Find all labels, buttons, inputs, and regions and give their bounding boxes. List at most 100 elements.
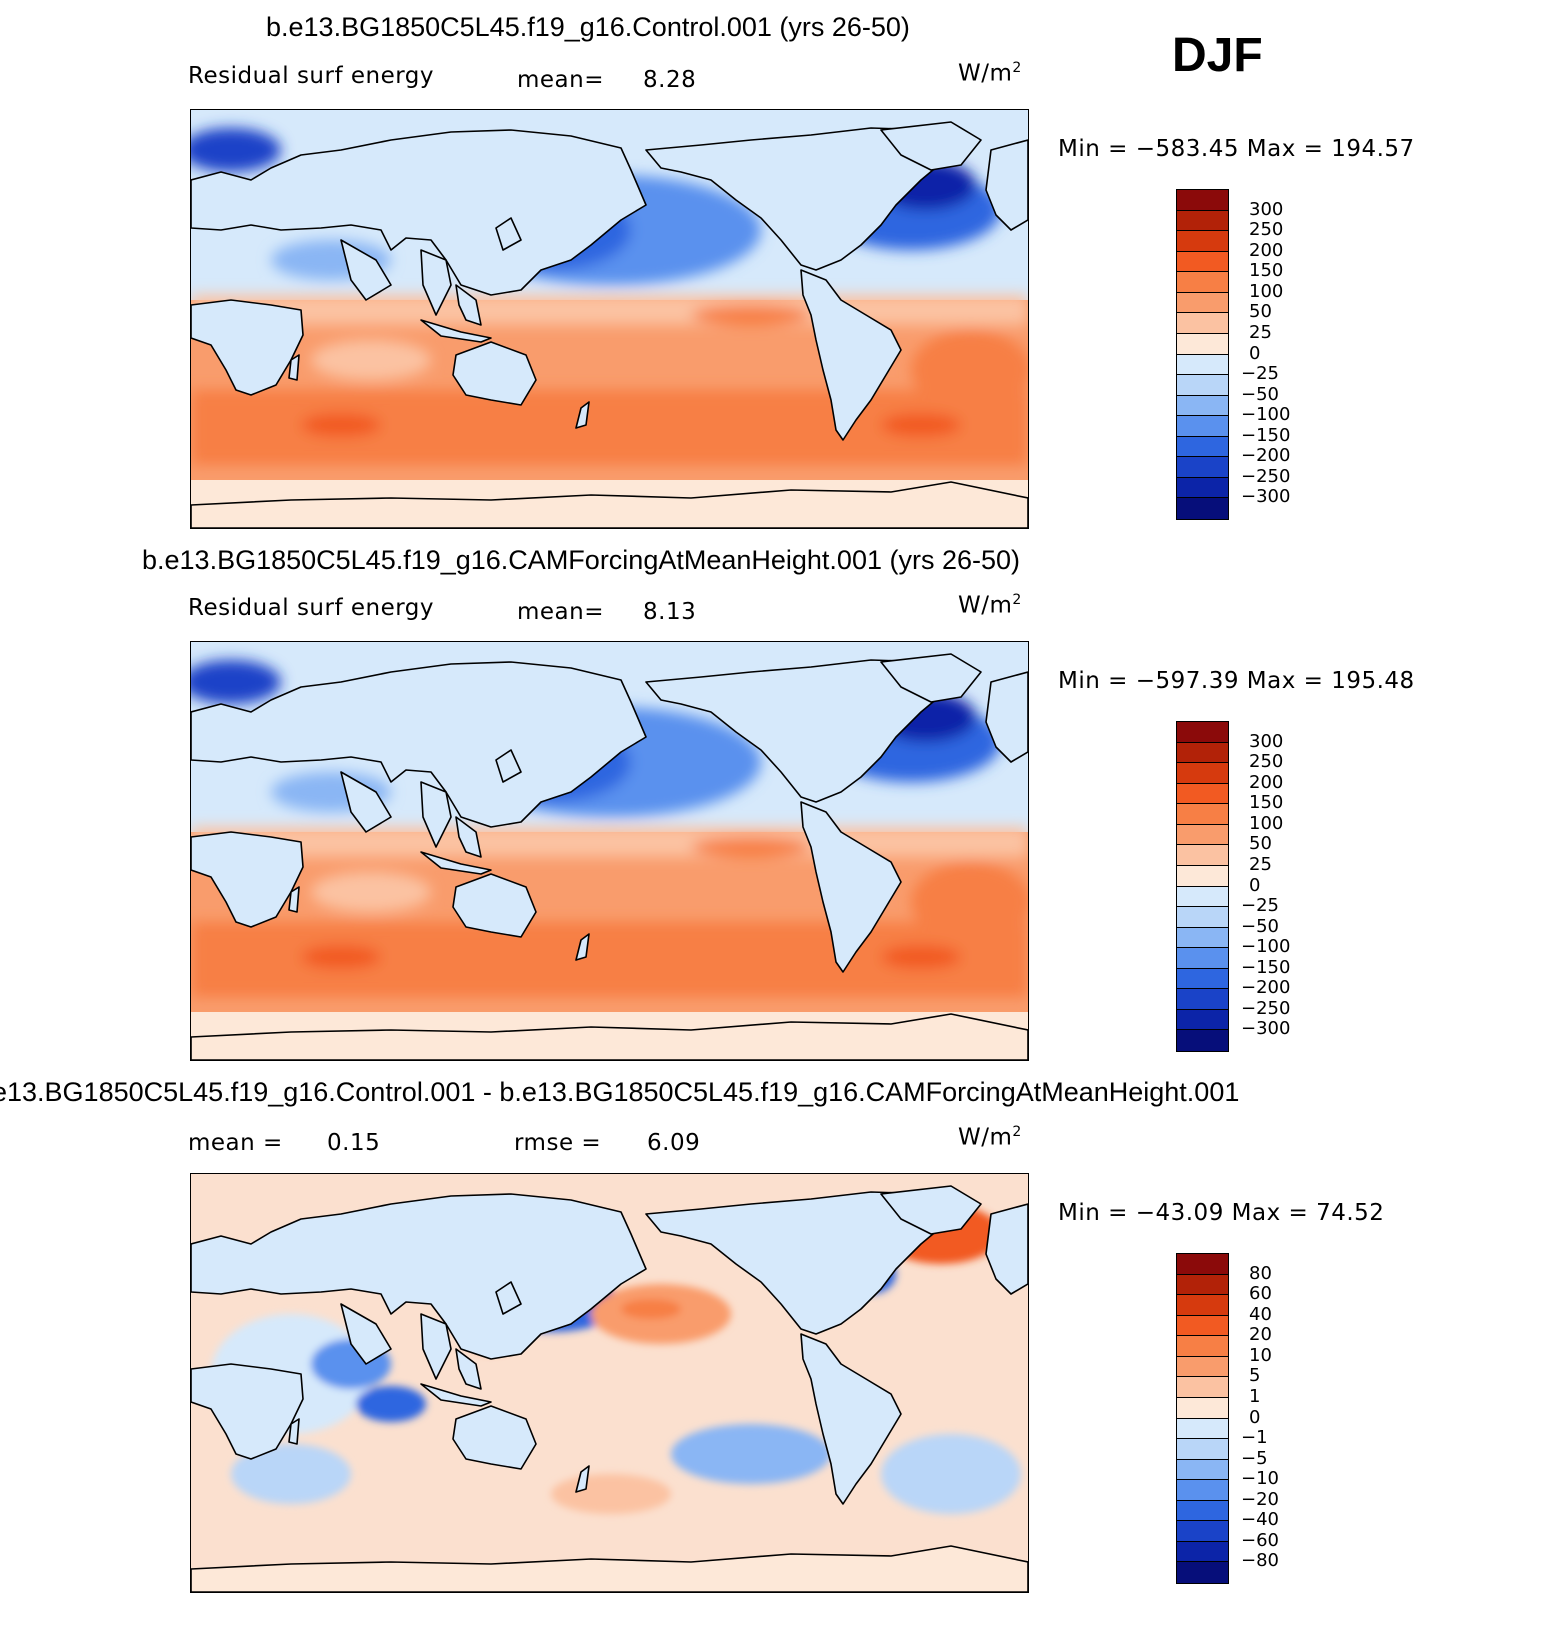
colorbar-segment (1177, 1356, 1228, 1378)
colorbar-segment (1177, 1274, 1228, 1296)
colorbar-tick-label: −20 (1241, 1488, 1279, 1510)
colorbar-tick-label: −25 (1241, 363, 1279, 385)
colorbar-segment (1177, 1009, 1228, 1031)
colorbar-segment (1177, 907, 1228, 928)
colorbar-tick-label: 0 (1249, 874, 1261, 896)
panel2-colorbar (1176, 721, 1229, 1052)
panel3-mean-value: 0.15 (327, 1130, 381, 1156)
colorbar-segment (1177, 742, 1228, 764)
colorbar-tick-label: 50 (1249, 833, 1272, 855)
panel1-mean-value: 8.28 (643, 67, 697, 93)
colorbar-tick-label: −200 (1241, 977, 1291, 999)
colorbar-segment (1177, 1295, 1228, 1316)
colorbar-tick-label: 80 (1249, 1262, 1272, 1284)
colorbar-segment (1177, 1315, 1228, 1337)
panel1-colorbar (1176, 189, 1229, 520)
colorbar-tick-label: 20 (1249, 1324, 1272, 1346)
panel1-variable: Residual surf energy (188, 63, 435, 89)
panel2-minmax: Min = −597.39 Max = 195.48 (1058, 668, 1415, 694)
panel3-colorbar (1176, 1253, 1229, 1584)
colorbar-tick-label: 0 (1249, 342, 1261, 364)
colorbar-segment (1177, 210, 1228, 232)
colorbar-segment (1177, 1030, 1228, 1051)
colorbar-segment (1177, 375, 1228, 396)
colorbar-segment (1177, 783, 1228, 805)
panel3-units: W/m2 (958, 1124, 1022, 1151)
colorbar-segment (1177, 968, 1228, 990)
colorbar-tick-label: −200 (1241, 445, 1291, 467)
colorbar-segment (1177, 272, 1228, 293)
colorbar-segment (1177, 395, 1228, 417)
colorbar-segment (1177, 865, 1228, 887)
colorbar-tick-label: −250 (1241, 997, 1291, 1019)
colorbar-tick-label: −250 (1241, 465, 1291, 487)
colorbar-tick-label: 250 (1249, 751, 1284, 773)
colorbar-tick-label: 40 (1249, 1303, 1272, 1325)
colorbar-tick-label: −50 (1241, 915, 1279, 937)
colorbar-segment (1177, 1254, 1228, 1275)
colorbar-segment (1177, 845, 1228, 866)
colorbar-segment (1177, 251, 1228, 273)
colorbar-segment (1177, 416, 1228, 437)
colorbar-segment (1177, 1500, 1228, 1522)
colorbar-segment (1177, 927, 1228, 949)
colorbar-tick-label: −40 (1241, 1509, 1279, 1531)
season-label: DJF (1172, 29, 1263, 82)
colorbar-segment (1177, 231, 1228, 252)
colorbar-segment (1177, 436, 1228, 458)
colorbar-tick-label: −80 (1241, 1550, 1279, 1572)
panel2-mean-label: mean= (517, 599, 604, 625)
panel2-title: b.e13.BG1850C5L45.f19_g16.CAMForcingAtMe… (142, 545, 1021, 575)
colorbar-tick-label: 250 (1249, 219, 1284, 241)
colorbar-tick-label: 60 (1249, 1283, 1272, 1305)
panel3-rmse-label: rmse = (514, 1130, 602, 1156)
colorbar-segment (1177, 477, 1228, 499)
colorbar-segment (1177, 190, 1228, 211)
colorbar-segment (1177, 1521, 1228, 1542)
colorbar-tick-label: 5 (1249, 1365, 1261, 1387)
panel3-minmax: Min = −43.09 Max = 74.52 (1058, 1200, 1385, 1226)
colorbar-tick-label: −100 (1241, 936, 1291, 958)
panel2-mean-value: 8.13 (643, 599, 697, 625)
colorbar-tick-label: −1 (1241, 1427, 1268, 1449)
colorbar-segment (1177, 722, 1228, 743)
colorbar-tick-label: 300 (1249, 198, 1284, 220)
colorbar-tick-label: −300 (1241, 486, 1291, 508)
colorbar-tick-label: 150 (1249, 792, 1284, 814)
colorbar-segment (1177, 886, 1228, 908)
colorbar-segment (1177, 948, 1228, 969)
colorbar-tick-label: 0 (1249, 1406, 1261, 1428)
panel1-mean-label: mean= (517, 67, 604, 93)
colorbar-tick-label: 1 (1249, 1385, 1261, 1407)
colorbar-segment (1177, 1418, 1228, 1440)
panel3-mean-label: mean = (188, 1130, 283, 1156)
colorbar-tick-label: 100 (1249, 280, 1284, 302)
panel1-units: W/m2 (958, 60, 1022, 87)
colorbar-segment (1177, 292, 1228, 314)
colorbar-segment (1177, 763, 1228, 784)
colorbar-tick-label: −100 (1241, 404, 1291, 426)
colorbar-segment (1177, 498, 1228, 519)
colorbar-segment (1177, 1541, 1228, 1563)
colorbar-tick-label: 100 (1249, 812, 1284, 834)
colorbar-tick-label: −10 (1241, 1468, 1279, 1490)
colorbar-tick-label: 300 (1249, 730, 1284, 752)
colorbar-tick-label: 150 (1249, 260, 1284, 282)
colorbar-tick-label: −300 (1241, 1018, 1291, 1040)
colorbar-segment (1177, 457, 1228, 478)
panel2-map (190, 641, 1029, 1061)
panel3-rmse-value: 6.09 (647, 1130, 701, 1156)
panel3-map-field (191, 1174, 1028, 1592)
colorbar-tick-label: −150 (1241, 956, 1291, 978)
colorbar-segment (1177, 1397, 1228, 1419)
colorbar-segment (1177, 313, 1228, 334)
colorbar-segment (1177, 1562, 1228, 1583)
panel1-map (190, 109, 1029, 529)
panel1-minmax: Min = −583.45 Max = 194.57 (1058, 136, 1415, 162)
colorbar-segment (1177, 989, 1228, 1010)
colorbar-tick-label: −50 (1241, 383, 1279, 405)
colorbar-segment (1177, 333, 1228, 355)
panel2-variable: Residual surf energy (188, 595, 435, 621)
colorbar-tick-label: 200 (1249, 239, 1284, 261)
colorbar-tick-label: −150 (1241, 424, 1291, 446)
